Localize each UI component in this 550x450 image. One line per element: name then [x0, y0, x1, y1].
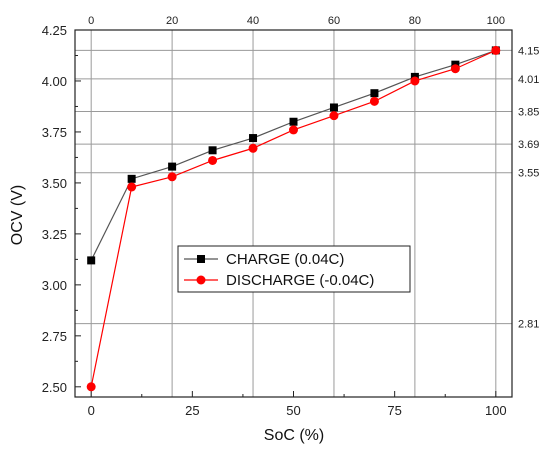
legend-label: DISCHARGE (-0.04C)	[226, 272, 374, 289]
right-tick-label: 4.01	[518, 74, 539, 86]
discharge-point	[450, 64, 460, 74]
y-tick-label: 3.00	[42, 278, 67, 293]
charge-point	[168, 162, 177, 171]
series-line-discharge	[90, 49, 497, 387]
series-layer	[86, 45, 501, 392]
legend-marker-square	[197, 255, 205, 263]
y-tick-label: 2.75	[42, 329, 67, 344]
charge-point	[289, 117, 298, 126]
discharge-point	[127, 182, 137, 192]
top-tick-label: 80	[409, 15, 421, 27]
x-tick-label: 50	[286, 403, 300, 418]
top-tick-label: 100	[487, 15, 505, 27]
top-tick-label: 0	[88, 15, 94, 27]
discharge-point	[289, 125, 298, 135]
discharge-point	[329, 111, 339, 121]
grid-layer	[75, 30, 512, 397]
series-line-charge	[90, 49, 497, 261]
x-tick-label: 100	[485, 403, 507, 418]
axes-layer: 0 25 50 75 100 2.50 2.75 3.00 3.25 3.50 3.75 4.00 4.…	[42, 15, 540, 418]
discharge-point	[248, 143, 258, 153]
discharge-point	[491, 45, 501, 55]
charge-point	[127, 174, 136, 183]
charge-point	[87, 256, 96, 265]
y-tick-label: 4.00	[42, 74, 67, 89]
x-tick-label: 25	[185, 403, 199, 418]
y-axis-label: OCV (V)	[9, 185, 26, 245]
x-tick-label: 75	[387, 403, 401, 418]
top-tick-label: 40	[247, 15, 259, 27]
x-tick-label: 0	[88, 403, 95, 418]
charge-point	[249, 134, 258, 143]
y-tick-label: 2.50	[42, 380, 67, 395]
charge-point	[329, 103, 338, 112]
discharge-point	[410, 76, 420, 86]
charge-point	[208, 146, 217, 155]
legend-box	[177, 245, 411, 293]
x-axis-label: SoC (%)	[264, 427, 324, 444]
plot-frame	[74, 29, 513, 398]
right-tick-label: 3.85	[518, 107, 539, 119]
discharge-point	[369, 96, 379, 106]
top-tick-label: 60	[328, 15, 340, 27]
charge-point	[370, 89, 379, 98]
y-tick-label: 3.75	[42, 125, 67, 140]
right-tick-label: 3.55	[518, 168, 539, 180]
right-tick-label: 2.81	[518, 319, 539, 331]
y-tick-label: 4.25	[42, 23, 67, 38]
y-tick-label: 3.25	[42, 227, 67, 242]
legend-label: CHARGE (0.04C)	[226, 251, 344, 268]
discharge-point	[86, 382, 96, 392]
discharge-point	[167, 172, 177, 182]
legend-marker-circle	[196, 275, 206, 285]
top-tick-label: 20	[166, 15, 178, 27]
legend: CHARGE (0.04C) DISCHARGE (-0.04C)	[177, 245, 411, 293]
right-tick-label: 4.15	[518, 45, 539, 57]
discharge-point	[208, 155, 218, 165]
right-tick-label: 3.69	[518, 139, 539, 151]
y-tick-label: 3.50	[42, 176, 67, 191]
